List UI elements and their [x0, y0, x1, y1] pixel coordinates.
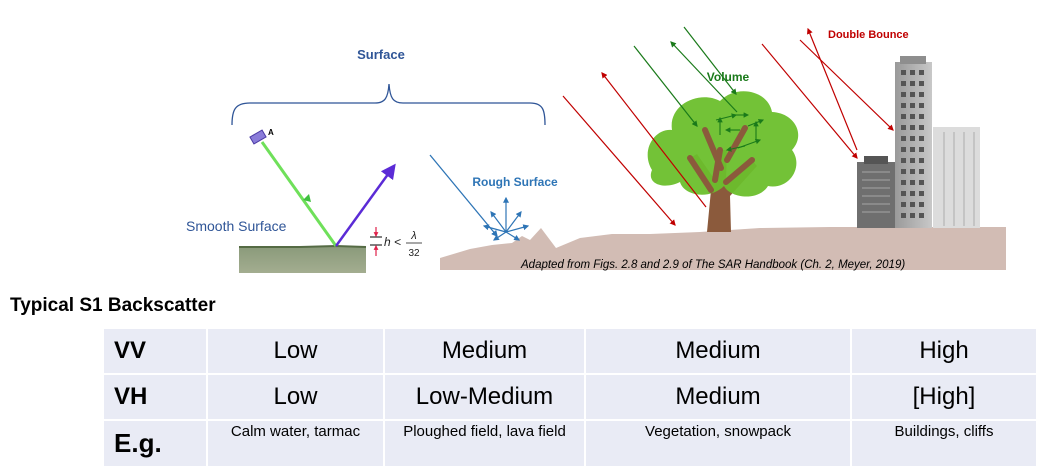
sensor-a-icon — [249, 129, 267, 145]
incident-ray-smooth — [260, 141, 338, 247]
building-tower — [895, 62, 932, 228]
table-row-examples: E.g. Calm water, tarmac Ploughed field, … — [102, 419, 1038, 468]
rough-incident-ray — [429, 154, 498, 238]
rough-scatter-arrows — [482, 196, 530, 241]
double-bounce-label: Double Bounce — [828, 29, 909, 41]
smooth-surface-texture — [239, 244, 367, 248]
roughness-formula-lambda: λ — [410, 230, 416, 242]
row-label-vv: VV — [102, 327, 208, 375]
tree-trunk-branches — [687, 125, 755, 193]
row-label-eg: E.g. — [102, 419, 208, 468]
building-left — [857, 162, 895, 228]
cell-eg-volume: Vegetation, snowpack — [584, 419, 852, 468]
reflected-ray-smooth — [334, 163, 396, 247]
backscatter-table: VV Low Medium Medium High VH Low Low-Med… — [102, 327, 1038, 468]
point-a-label: A — [268, 128, 274, 137]
row-label-vh: VH — [102, 373, 208, 421]
cell-vh-volume: Medium — [584, 373, 852, 421]
cell-eg-double: Buildings, cliffs — [850, 419, 1038, 468]
building-tower-windows — [901, 70, 924, 218]
cell-vv-double: High — [850, 327, 1038, 375]
incident-arrowhead — [303, 194, 311, 202]
cell-vv-volume: Medium — [584, 327, 852, 375]
rough-ground — [440, 227, 1006, 270]
cell-vv-calm: Low — [206, 327, 385, 375]
tree-canopy — [647, 91, 799, 197]
roughness-formula-32: 32 — [408, 248, 420, 259]
table-heading: Typical S1 Backscatter — [10, 295, 216, 316]
table-row-vh: VH Low Low-Medium Medium [High] — [102, 373, 1038, 421]
table-row-vv: VV Low Medium Medium High — [102, 327, 1038, 375]
building-left-lines — [862, 171, 890, 213]
building-right — [933, 127, 980, 228]
volume-incident-arrows — [633, 26, 738, 127]
volume-label: Volume — [707, 70, 750, 84]
rough-surface-label: Rough Surface — [472, 175, 558, 189]
volume-internal-arrows — [715, 112, 765, 152]
double-bounce-rays-building — [761, 27, 894, 159]
smooth-surface-block — [239, 246, 366, 273]
building-tower-cap — [900, 56, 926, 64]
cell-vh-calm: Low — [206, 373, 385, 421]
cell-vh-rough: Low-Medium — [383, 373, 586, 421]
building-right-stripes — [943, 132, 975, 226]
backscatter-diagram: Surface A Smooth Surface h < λ 32 Rough … — [186, 26, 1006, 273]
surface-label: Surface — [357, 47, 405, 62]
cell-eg-calm: Calm water, tarmac — [206, 419, 385, 468]
smooth-surface-label: Smooth Surface — [186, 218, 287, 234]
cell-vh-double: [High] — [850, 373, 1038, 421]
roughness-formula-h: h < — [384, 235, 401, 249]
cell-vv-rough: Medium — [383, 327, 586, 375]
building-left-cap — [864, 156, 888, 164]
double-bounce-rays-ground — [562, 72, 707, 226]
cell-eg-rough: Ploughed field, lava field — [383, 419, 586, 468]
surface-brace — [231, 83, 546, 126]
figure-caption: Adapted from Figs. 2.8 and 2.9 of The SA… — [520, 259, 905, 271]
